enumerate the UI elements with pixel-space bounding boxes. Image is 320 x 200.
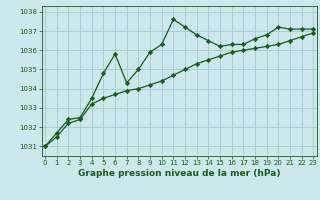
X-axis label: Graphe pression niveau de la mer (hPa): Graphe pression niveau de la mer (hPa) (78, 169, 280, 178)
